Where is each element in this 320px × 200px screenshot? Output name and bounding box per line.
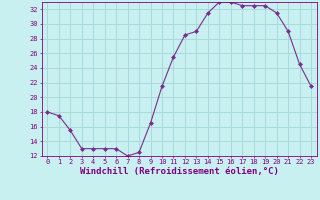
X-axis label: Windchill (Refroidissement éolien,°C): Windchill (Refroidissement éolien,°C) <box>80 167 279 176</box>
